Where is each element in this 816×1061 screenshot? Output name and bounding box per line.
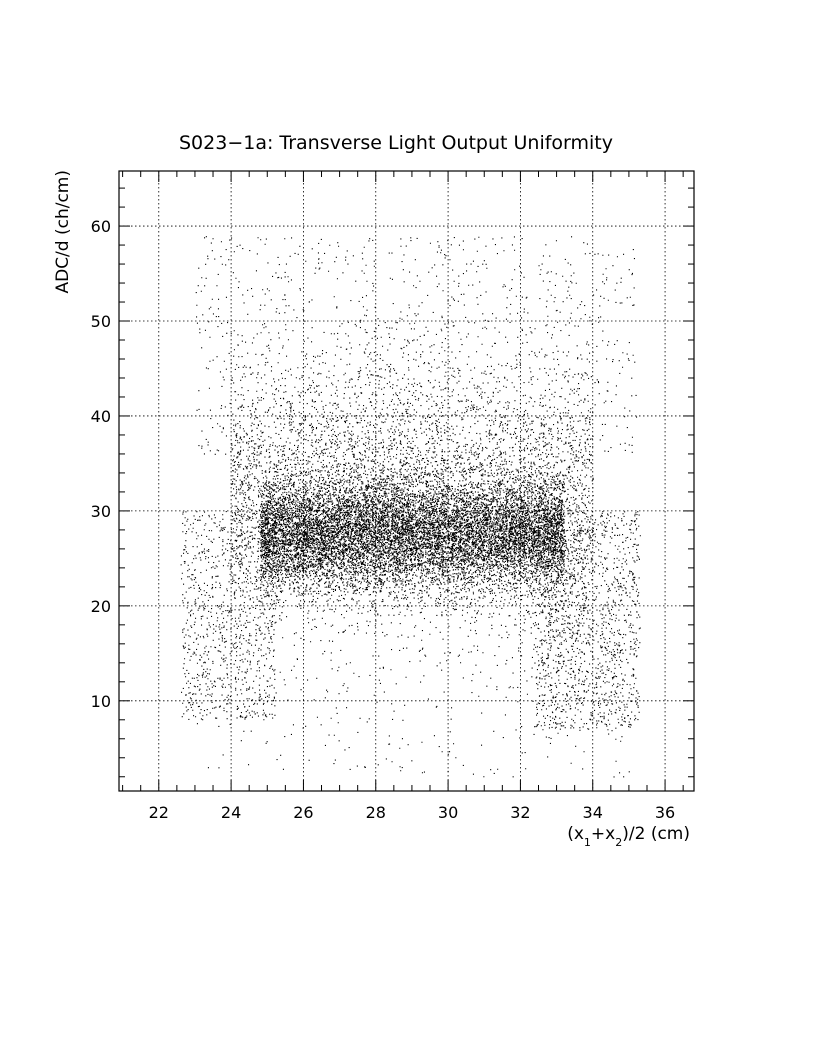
y-tick-label-10: 10 bbox=[91, 692, 111, 711]
y-axis-label: ADC/d (ch/cm) bbox=[53, 170, 73, 294]
x-tick-label-22: 22 bbox=[149, 803, 169, 822]
x-tick-label-30: 30 bbox=[438, 803, 458, 822]
y-tick-label-40: 40 bbox=[91, 407, 111, 426]
y-tick-label-20: 20 bbox=[91, 597, 111, 616]
y-tick-label-50: 50 bbox=[91, 312, 111, 331]
x-tick-label-28: 28 bbox=[366, 803, 386, 822]
x-tick-label-34: 34 bbox=[583, 803, 603, 822]
scatter-point-cloud bbox=[180, 236, 641, 778]
grid-lines bbox=[119, 171, 694, 791]
x-tick-label-32: 32 bbox=[510, 803, 530, 822]
x-axis-label: (x1+x2)/2 (cm) bbox=[567, 824, 690, 849]
y-tick-label-60: 60 bbox=[91, 217, 111, 236]
x-tick-label-26: 26 bbox=[293, 803, 313, 822]
y-tick-label-30: 30 bbox=[91, 502, 111, 521]
x-tick-label-36: 36 bbox=[655, 803, 675, 822]
x-tick-label-24: 24 bbox=[221, 803, 241, 822]
x-axis-tick-labels: 22 24 26 28 30 32 34 36 bbox=[149, 803, 676, 822]
axis-ticks bbox=[119, 171, 694, 791]
chart-title: S023−1a: Transverse Light Output Uniform… bbox=[179, 132, 613, 154]
scatter-points bbox=[180, 236, 641, 778]
plot-frame bbox=[118, 170, 695, 792]
y-axis-tick-labels: 10 20 30 40 50 60 bbox=[91, 217, 111, 711]
